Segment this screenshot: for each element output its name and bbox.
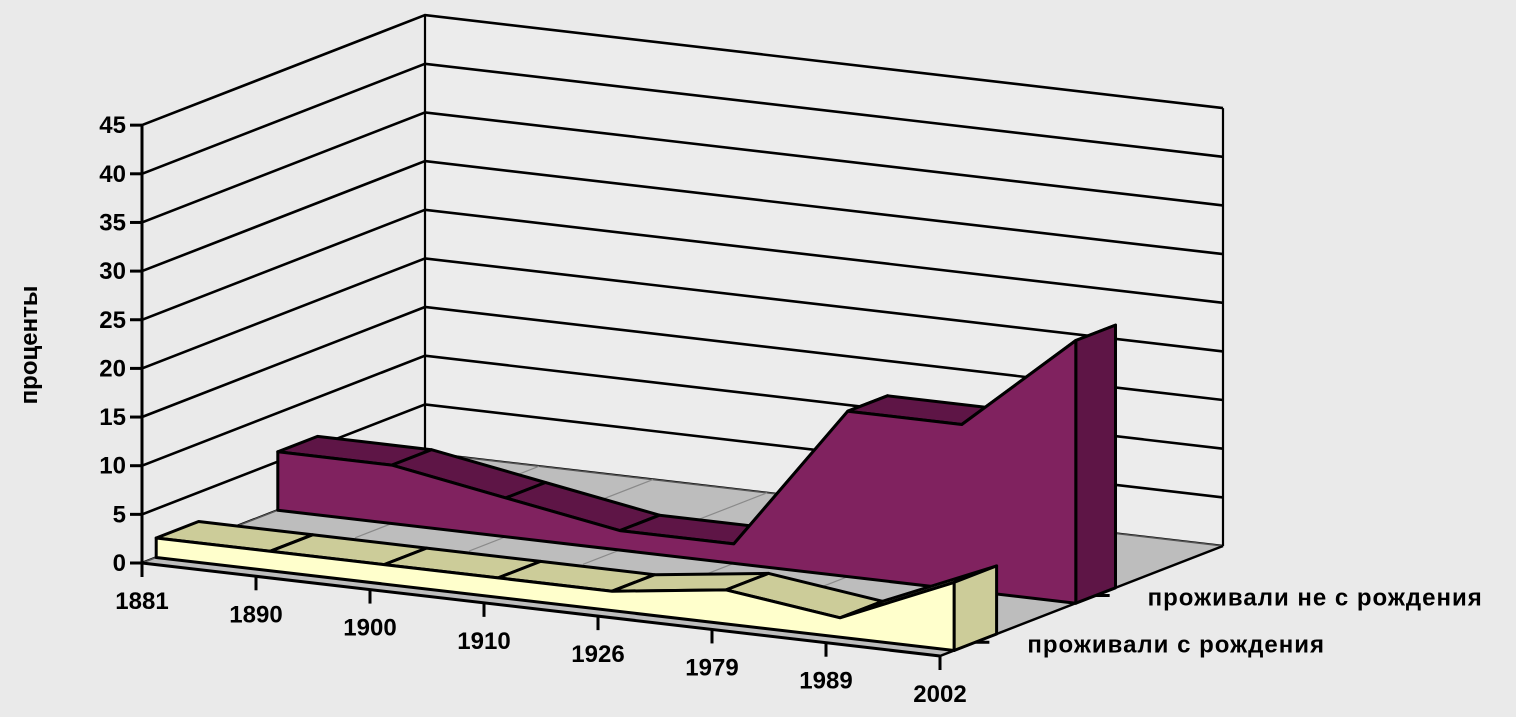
x-tick-label: 1989 [799, 668, 852, 695]
depth-axis-line [939, 544, 1224, 658]
y-tick-label: 15 [99, 404, 126, 431]
series-back [276, 323, 1117, 605]
y-tick-label: 45 [99, 112, 126, 139]
y-tick-label: 20 [99, 355, 126, 382]
series-label-1: проживали с рождения [1027, 631, 1325, 658]
x-tick-label: 1926 [571, 641, 624, 668]
series-labels: проживали с рождения проживали не с рожде… [975, 585, 1483, 658]
x-tick-labels: 1881 1890 1900 1910 1926 1979 1989 2002 [115, 563, 967, 708]
x-tick-label: 1910 [457, 628, 510, 655]
series-label-2: проживали не с рождения [1148, 585, 1483, 612]
y-tick-label: 5 [113, 501, 126, 528]
y-tick-label: 0 [113, 550, 126, 577]
x-tick-label: 1890 [229, 601, 282, 628]
x-tick-label: 1900 [343, 615, 396, 642]
x-tick-label: 1881 [115, 588, 168, 615]
axes [140, 125, 1224, 658]
y-tick-label: 10 [99, 453, 126, 480]
series-front [154, 520, 999, 652]
y-tick-label: 40 [99, 161, 126, 188]
y-tick-label: 35 [99, 209, 126, 236]
y-tick-label: 30 [99, 258, 126, 285]
x-tick-label: 1979 [685, 654, 738, 681]
series-front-face [154, 536, 956, 652]
y-tick-label: 25 [99, 307, 126, 334]
x-axis-line [141, 561, 941, 658]
series-2 [276, 323, 1117, 605]
series-end-cap [1074, 323, 1117, 605]
y-tick-labels: 0 5 10 15 20 25 30 35 40 45 [99, 112, 142, 577]
series-front-face [276, 339, 1078, 605]
gridline [141, 13, 1224, 127]
x-tick-label: 2002 [913, 681, 966, 708]
y-axis-title: проценты [16, 286, 43, 405]
series-1 [154, 520, 999, 652]
